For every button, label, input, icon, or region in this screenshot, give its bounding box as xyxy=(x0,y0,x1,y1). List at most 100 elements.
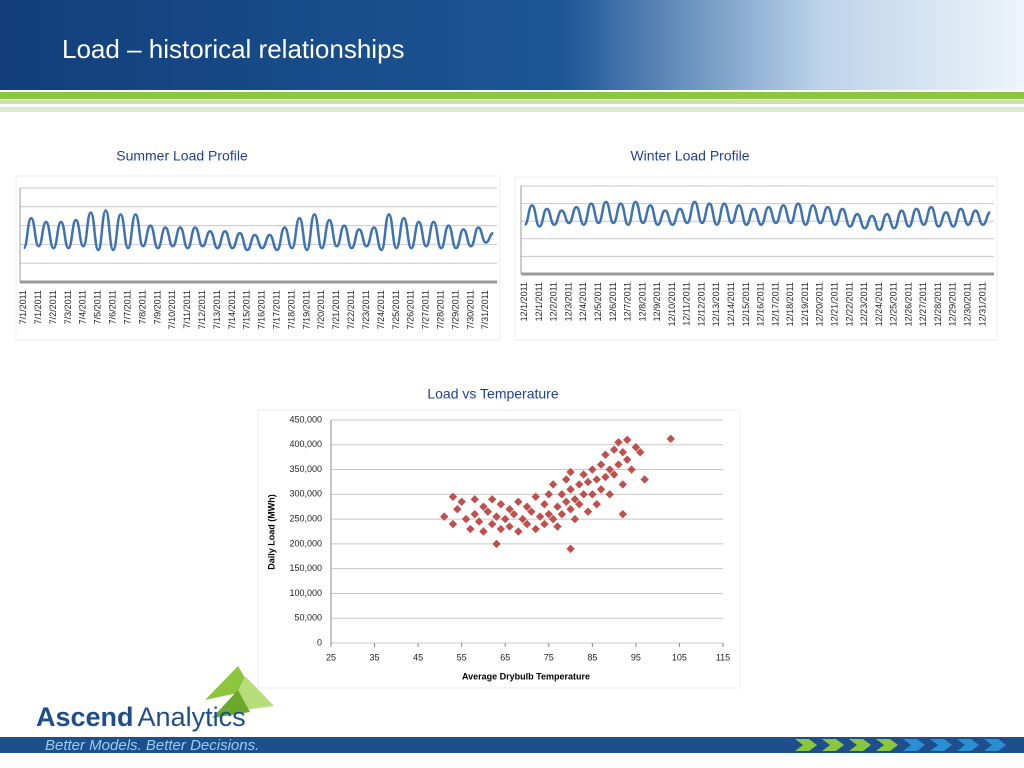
scatter-point xyxy=(531,524,540,534)
scatter-point xyxy=(605,465,614,474)
scatter-point xyxy=(466,524,475,534)
y-tick-label: 400,000 xyxy=(289,439,322,449)
x-tick-label: 55 xyxy=(457,652,467,662)
scatter-point xyxy=(636,448,645,457)
x-tick-label: 7/18/2011 xyxy=(286,290,296,329)
x-tick-label: 7/9/2011 xyxy=(152,290,162,324)
x-tick-label: 12/19/2011 xyxy=(800,282,810,326)
x-tick-label: 7/20/2011 xyxy=(316,290,326,329)
x-tick-label: 12/24/2011 xyxy=(874,282,884,326)
scatter-point xyxy=(457,497,466,506)
x-tick-label: 7/28/2011 xyxy=(435,290,445,329)
x-tick-label: 7/11/2011 xyxy=(182,290,192,329)
scatter-point xyxy=(622,435,632,445)
x-tick-label: 12/4/2011 xyxy=(578,282,588,321)
x-tick-label: 12/18/2011 xyxy=(785,282,795,326)
scatter-point xyxy=(492,512,501,521)
x-tick-label: 12/31/2011 xyxy=(977,282,987,326)
x-tick-label: 25 xyxy=(326,652,336,662)
x-tick-label: 7/24/2011 xyxy=(376,290,386,329)
scatter-point xyxy=(548,514,558,524)
scatter-point xyxy=(518,514,527,524)
scatter-point xyxy=(618,480,628,489)
x-tick-label: 12/7/2011 xyxy=(623,282,633,321)
scatter-point xyxy=(627,465,636,474)
scatter-point xyxy=(596,485,606,494)
x-tick-label: 7/29/2011 xyxy=(450,290,460,329)
y-tick-label: 450,000 xyxy=(289,414,322,424)
header-stripe xyxy=(0,100,1024,104)
scatter-point xyxy=(540,500,549,509)
brand-regular: Analytics xyxy=(138,702,246,732)
x-tick-label: 12/15/2011 xyxy=(741,282,751,326)
scatter-point xyxy=(570,495,580,504)
x-tick-label: 85 xyxy=(587,652,597,662)
scatter-point xyxy=(448,492,458,502)
scatter-point xyxy=(522,519,532,529)
x-tick-label: 12/3/2011 xyxy=(563,282,573,321)
x-tick-label: 12/25/2011 xyxy=(889,282,899,326)
y-tick-label: 250,000 xyxy=(289,513,322,523)
scatter-point xyxy=(553,502,562,511)
x-tick-label: 105 xyxy=(672,652,687,662)
x-tick-label: 75 xyxy=(544,652,554,662)
scatter-point xyxy=(505,522,514,531)
x-tick-label: 7/2/2011 xyxy=(48,290,58,324)
scatter-point xyxy=(622,455,632,464)
scatter-point xyxy=(474,517,484,526)
x-tick-label: 12/1/2011 xyxy=(534,282,544,321)
y-tick-label: 200,000 xyxy=(289,538,322,548)
scatter-point xyxy=(592,475,601,484)
load-line xyxy=(524,200,991,232)
x-tick-label: 7/6/2011 xyxy=(108,290,118,324)
scatter-point xyxy=(496,524,506,534)
x-tick-label: 12/2/2011 xyxy=(549,282,559,321)
x-tick-label: 12/22/2011 xyxy=(844,282,854,326)
x-tick-label: 7/23/2011 xyxy=(361,290,371,329)
scatter-point xyxy=(618,448,628,457)
scatter-point xyxy=(666,434,675,444)
y-axis-label: Daily Load (MWh) xyxy=(266,494,276,570)
x-tick-label: 7/10/2011 xyxy=(167,290,177,329)
scatter-point xyxy=(592,500,601,509)
scatter-point xyxy=(479,502,488,511)
scatter-point xyxy=(544,509,553,519)
scatter-point xyxy=(440,512,449,521)
load-line xyxy=(22,209,494,252)
x-tick-label: 12/26/2011 xyxy=(903,282,913,326)
x-tick-label: 12/8/2011 xyxy=(637,282,647,321)
brand-bold: Ascend xyxy=(36,702,134,732)
x-tick-label: 7/16/2011 xyxy=(257,290,267,329)
scatter-point xyxy=(579,470,588,479)
scatter-point xyxy=(470,495,479,504)
chart-title: Summer Load Profile xyxy=(116,148,248,164)
x-tick-label: 7/14/2011 xyxy=(227,290,237,329)
brand: Ascend Analytics xyxy=(36,702,246,732)
scatter-point xyxy=(461,514,471,524)
scatter-point xyxy=(553,522,562,531)
x-tick-label: 12/30/2011 xyxy=(963,282,973,326)
y-tick-label: 50,000 xyxy=(294,613,322,623)
scatter-point xyxy=(566,467,575,477)
x-tick-label: 12/28/2011 xyxy=(933,282,943,326)
scatter-point xyxy=(631,443,641,452)
scatter-point xyxy=(479,527,488,536)
y-tick-label: 150,000 xyxy=(289,563,322,573)
scatter-point xyxy=(548,480,558,489)
scatter-point xyxy=(492,539,501,549)
x-tick-label: 7/7/2011 xyxy=(122,290,132,324)
scatter-point xyxy=(562,475,571,484)
scatter-point xyxy=(535,512,545,521)
x-tick-label: 12/29/2011 xyxy=(948,282,958,326)
scatter-point xyxy=(579,490,588,499)
x-tick-label: 95 xyxy=(631,652,641,662)
x-tick-label: 7/21/2011 xyxy=(331,290,341,329)
scatter-point xyxy=(596,460,606,469)
scatter-point xyxy=(575,480,584,489)
scatter-point xyxy=(496,500,506,509)
scatter-point xyxy=(640,475,649,484)
chart-title: Load vs Temperature xyxy=(427,386,558,402)
x-tick-label: 12/13/2011 xyxy=(711,282,721,326)
